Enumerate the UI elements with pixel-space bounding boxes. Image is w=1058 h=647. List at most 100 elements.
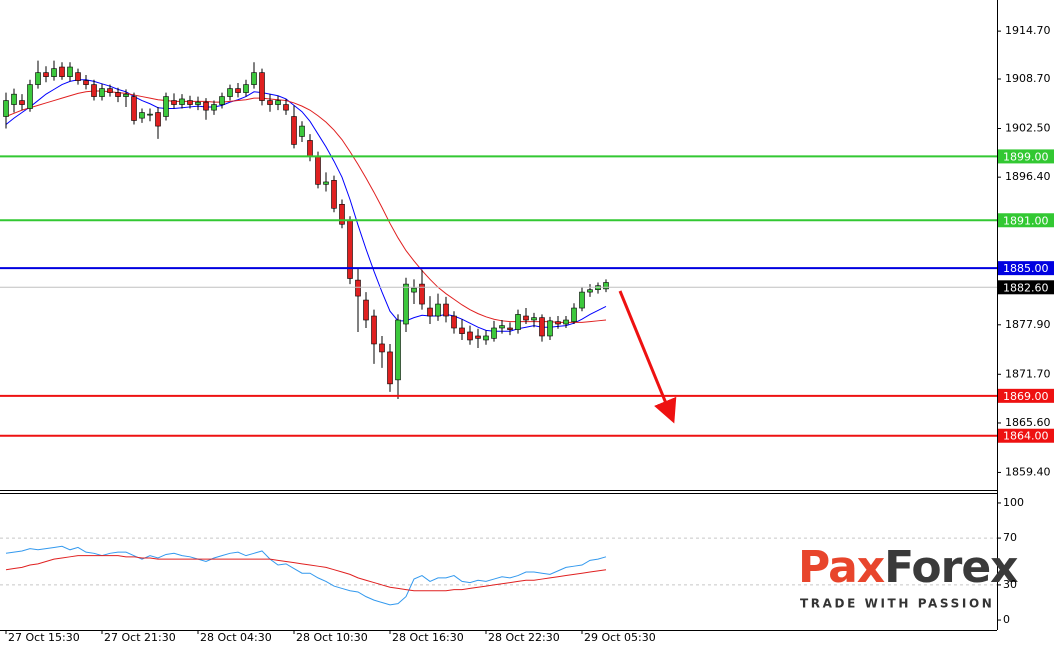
y-tick-label: 30 <box>1003 578 1017 591</box>
level-label: 1869.00 <box>1003 390 1049 403</box>
current-price-label: 1882.60 <box>1003 281 1049 294</box>
candle-body <box>267 100 273 105</box>
level-label: 1885.00 <box>1003 262 1049 275</box>
indicator-line <box>5 555 607 592</box>
candle-body <box>419 283 425 305</box>
y-tick-label: 1859.40 <box>1005 465 1051 478</box>
x-tick-label: 28 Oct 16:30 <box>392 631 464 644</box>
y-tick-label: 100 <box>1003 496 1024 509</box>
candle-body <box>107 88 113 93</box>
candle-body <box>491 327 497 339</box>
candle-body <box>67 66 73 77</box>
y-tick-label: 1914.70 <box>1005 24 1051 37</box>
candle-body <box>123 93 129 97</box>
level-label: 1899.00 <box>1003 150 1049 163</box>
candle-body <box>547 320 553 337</box>
candle-body <box>371 315 377 345</box>
candle-body <box>11 93 17 105</box>
y-tick-label: 1896.40 <box>1005 170 1051 183</box>
candle-body <box>179 98 185 105</box>
candle-body <box>579 291 585 309</box>
candle-body <box>99 88 105 97</box>
current-price-box <box>998 280 1054 295</box>
candle-body <box>147 113 153 116</box>
indicator-line <box>5 545 607 606</box>
candle-body <box>379 343 385 353</box>
candle-body <box>451 315 457 329</box>
candle-body <box>235 88 241 93</box>
x-tick-label: 29 Oct 05:30 <box>584 631 656 644</box>
candle-body <box>403 283 409 325</box>
candle-body <box>307 140 313 157</box>
candle-body <box>523 315 529 321</box>
candle-body <box>187 100 193 105</box>
level-box <box>998 261 1054 276</box>
level-box <box>998 428 1054 443</box>
candle-body <box>435 303 441 317</box>
candle-body <box>395 319 401 381</box>
candle-body <box>131 96 137 121</box>
candle-body <box>467 331 473 341</box>
candle-body <box>515 314 521 330</box>
candle-body <box>115 92 121 97</box>
level-label: 1864.00 <box>1003 430 1049 443</box>
candle-body <box>363 299 369 321</box>
candle-body <box>555 321 561 325</box>
moving-average <box>5 79 607 332</box>
candle-body <box>603 282 609 290</box>
candle-body <box>3 100 9 117</box>
candle-body <box>587 289 593 293</box>
candle-body <box>443 303 449 317</box>
candle-body <box>275 100 281 105</box>
candle-body <box>171 100 177 105</box>
candle-body <box>19 100 25 105</box>
candle-body <box>459 327 465 334</box>
candle-body <box>291 116 297 145</box>
candle-body <box>43 72 49 77</box>
candle-body <box>299 125 305 137</box>
x-tick-label: 28 Oct 22:30 <box>488 631 560 644</box>
candle-body <box>35 72 41 85</box>
candle-body <box>355 279 361 297</box>
candle-body <box>323 181 329 185</box>
candle-body <box>75 72 81 81</box>
candle-body <box>315 156 321 185</box>
candle-body <box>259 72 265 101</box>
candle-body <box>195 101 201 105</box>
candle-body <box>499 325 505 329</box>
candle-body <box>203 101 209 111</box>
candle-body <box>347 219 353 279</box>
level-label: 1891.00 <box>1003 214 1049 227</box>
logo-tagline: TRADE WITH PASSION <box>800 597 994 611</box>
candle-body <box>483 335 489 341</box>
candle-body <box>227 88 233 97</box>
candle-body <box>139 112 145 119</box>
candle-body <box>387 351 393 385</box>
candle-body <box>427 307 433 317</box>
x-tick-label: 28 Oct 10:30 <box>296 631 368 644</box>
candle-body <box>211 104 217 111</box>
candle-body <box>339 203 345 225</box>
y-tick-label: 1902.50 <box>1005 121 1051 134</box>
candle-body <box>59 66 65 77</box>
y-tick-label: 70 <box>1003 531 1017 544</box>
candle-body <box>251 72 257 85</box>
candle-body <box>531 317 537 321</box>
y-tick-label: 0 <box>1003 613 1010 626</box>
x-tick-label: 28 Oct 04:30 <box>200 631 272 644</box>
candle-body <box>411 287 417 293</box>
candle-body <box>507 327 513 330</box>
candle-body <box>27 84 33 109</box>
y-tick-label: 1871.70 <box>1005 367 1051 380</box>
y-tick-label: 1908.70 <box>1005 72 1051 85</box>
candle-body <box>563 319 569 325</box>
candle-body <box>91 84 97 97</box>
level-box <box>998 149 1054 164</box>
level-box <box>998 388 1054 403</box>
candle-body <box>219 96 225 105</box>
y-tick-label: 1865.60 <box>1005 416 1051 429</box>
candle-body <box>83 80 89 85</box>
candle-body <box>155 112 161 127</box>
candle-body <box>475 335 481 339</box>
